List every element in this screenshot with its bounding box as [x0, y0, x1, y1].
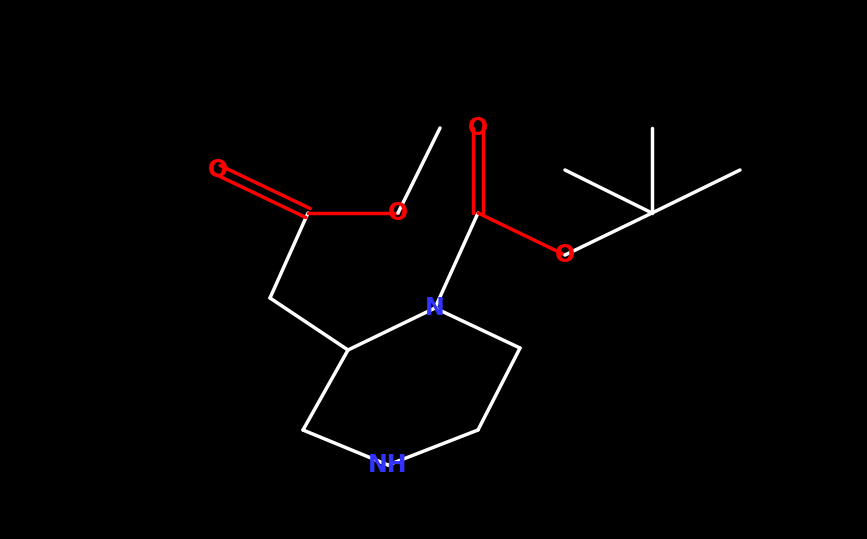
- Text: NH: NH: [368, 453, 407, 477]
- Text: O: O: [468, 116, 488, 140]
- Text: O: O: [388, 201, 408, 225]
- Text: N: N: [425, 296, 445, 320]
- Text: O: O: [555, 243, 575, 267]
- Text: O: O: [208, 158, 228, 182]
